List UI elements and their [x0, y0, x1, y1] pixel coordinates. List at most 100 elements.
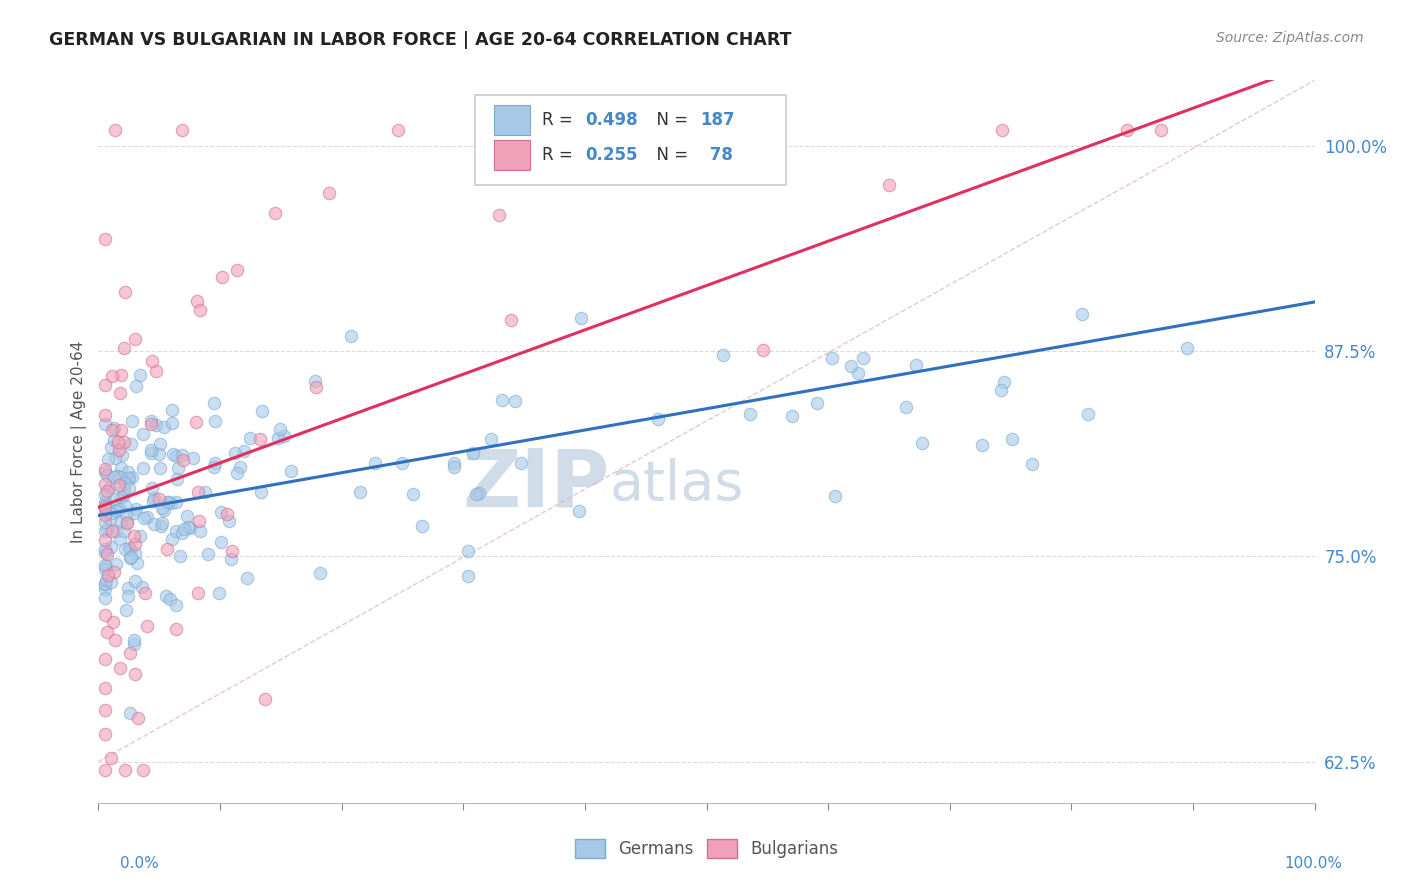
- Point: [114, 482, 136, 496]
- Text: 0.498: 0.498: [585, 111, 637, 129]
- Point: [148, 492, 170, 507]
- Point: [93, 608, 115, 623]
- Point: [269, 422, 291, 436]
- Point: [114, 475, 136, 490]
- Point: [186, 415, 208, 429]
- Point: [98, 511, 121, 525]
- Point: [145, 364, 167, 378]
- Point: [254, 691, 277, 706]
- Point: [309, 566, 332, 580]
- Point: [165, 495, 187, 509]
- Point: [160, 532, 183, 546]
- Point: [990, 383, 1012, 397]
- Point: [479, 432, 502, 446]
- Point: [118, 550, 141, 565]
- Point: [93, 576, 115, 591]
- Point: [165, 524, 187, 538]
- Point: [110, 386, 132, 401]
- Point: [160, 416, 183, 430]
- Point: [110, 490, 132, 504]
- Point: [457, 543, 479, 558]
- Point: [131, 580, 153, 594]
- Point: [93, 652, 115, 666]
- Point: [103, 632, 125, 647]
- Point: [118, 706, 141, 720]
- Point: [188, 514, 211, 528]
- Point: [149, 437, 172, 451]
- Point: [121, 470, 143, 484]
- Point: [402, 487, 425, 501]
- Point: [197, 547, 219, 561]
- Point: [94, 476, 117, 491]
- Point: [156, 494, 179, 508]
- Point: [187, 586, 209, 600]
- Point: [181, 451, 204, 466]
- Point: [139, 442, 162, 457]
- Point: [139, 446, 162, 460]
- Point: [94, 591, 117, 606]
- Point: [443, 456, 465, 470]
- Point: [124, 546, 146, 560]
- Point: [124, 632, 146, 647]
- Point: [280, 464, 302, 478]
- Point: [465, 487, 488, 501]
- Point: [991, 122, 1014, 136]
- Point: [166, 472, 188, 486]
- Point: [204, 456, 226, 470]
- Point: [972, 438, 994, 452]
- Point: [141, 481, 163, 495]
- Point: [209, 505, 232, 519]
- Point: [110, 368, 132, 383]
- Point: [93, 561, 115, 575]
- Point: [103, 433, 125, 447]
- Point: [93, 501, 115, 516]
- Point: [112, 435, 135, 450]
- Point: [124, 536, 146, 550]
- Point: [1175, 341, 1198, 355]
- Point: [149, 519, 172, 533]
- Point: [111, 448, 134, 462]
- Point: [103, 421, 125, 435]
- Point: [100, 506, 122, 520]
- Point: [156, 541, 179, 556]
- Text: 0.255: 0.255: [585, 145, 637, 164]
- Point: [108, 532, 131, 546]
- Point: [165, 598, 187, 612]
- Point: [105, 503, 128, 517]
- Point: [993, 376, 1015, 390]
- Point: [141, 353, 163, 368]
- Point: [93, 541, 115, 556]
- Point: [148, 447, 170, 461]
- Point: [150, 516, 173, 530]
- Point: [93, 533, 115, 547]
- Point: [172, 448, 194, 462]
- Point: [136, 618, 159, 632]
- Point: [108, 661, 131, 675]
- Point: [112, 488, 135, 502]
- Bar: [494, 105, 530, 136]
- Point: [93, 378, 115, 392]
- Point: [162, 447, 184, 461]
- Point: [503, 393, 526, 408]
- Point: [93, 545, 115, 559]
- Point: [165, 622, 187, 636]
- Text: R =: R =: [543, 111, 578, 129]
- Text: atlas: atlas: [609, 458, 744, 512]
- Point: [114, 542, 136, 557]
- Text: GERMAN VS BULGARIAN IN LABOR FORCE | AGE 20-64 CORRELATION CHART: GERMAN VS BULGARIAN IN LABOR FORCE | AGE…: [49, 31, 792, 49]
- Point: [132, 426, 155, 441]
- Point: [110, 423, 132, 437]
- Point: [112, 342, 135, 356]
- Point: [100, 540, 122, 554]
- Point: [226, 263, 249, 277]
- Point: [233, 444, 256, 458]
- Point: [118, 471, 141, 485]
- Point: [118, 646, 141, 660]
- Point: [318, 186, 340, 200]
- Legend: Germans, Bulgarians: Germans, Bulgarians: [567, 830, 846, 867]
- Point: [93, 703, 115, 717]
- Point: [224, 446, 246, 460]
- Point: [104, 450, 127, 465]
- Point: [821, 351, 844, 365]
- Point: [114, 763, 136, 777]
